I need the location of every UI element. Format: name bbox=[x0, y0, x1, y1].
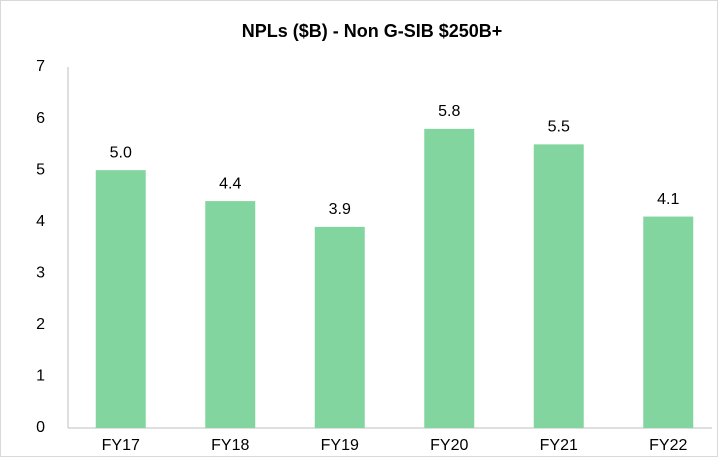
y-tick-label: 0 bbox=[36, 419, 45, 436]
y-tick-label: 6 bbox=[36, 110, 45, 127]
bar bbox=[205, 201, 256, 428]
bar bbox=[95, 170, 146, 428]
y-tick-label: 3 bbox=[36, 265, 45, 282]
data-label: 5.8 bbox=[438, 103, 460, 120]
data-label: 4.1 bbox=[657, 191, 679, 208]
x-tick-label: FY20 bbox=[430, 437, 468, 454]
y-tick-label: 1 bbox=[36, 368, 45, 385]
x-tick-label: FY21 bbox=[540, 437, 578, 454]
y-tick-label: 4 bbox=[36, 213, 45, 230]
x-tick-label: FY19 bbox=[321, 437, 359, 454]
y-tick-label: 5 bbox=[36, 161, 45, 178]
bar bbox=[533, 144, 584, 428]
data-label: 5.0 bbox=[110, 144, 132, 161]
y-tick-label: 2 bbox=[36, 316, 45, 333]
data-label: 3.9 bbox=[329, 201, 351, 218]
data-label: 5.5 bbox=[548, 119, 570, 136]
y-tick-label: 7 bbox=[36, 58, 45, 75]
bar bbox=[424, 128, 475, 428]
chart-title: NPLs ($B) - Non G-SIB $250B+ bbox=[242, 21, 503, 41]
x-tick-label: FY17 bbox=[102, 437, 140, 454]
x-tick-label: FY22 bbox=[649, 437, 687, 454]
data-label: 4.4 bbox=[219, 175, 241, 192]
bar bbox=[643, 216, 694, 428]
bar bbox=[314, 226, 365, 428]
x-tick-label: FY18 bbox=[211, 437, 249, 454]
